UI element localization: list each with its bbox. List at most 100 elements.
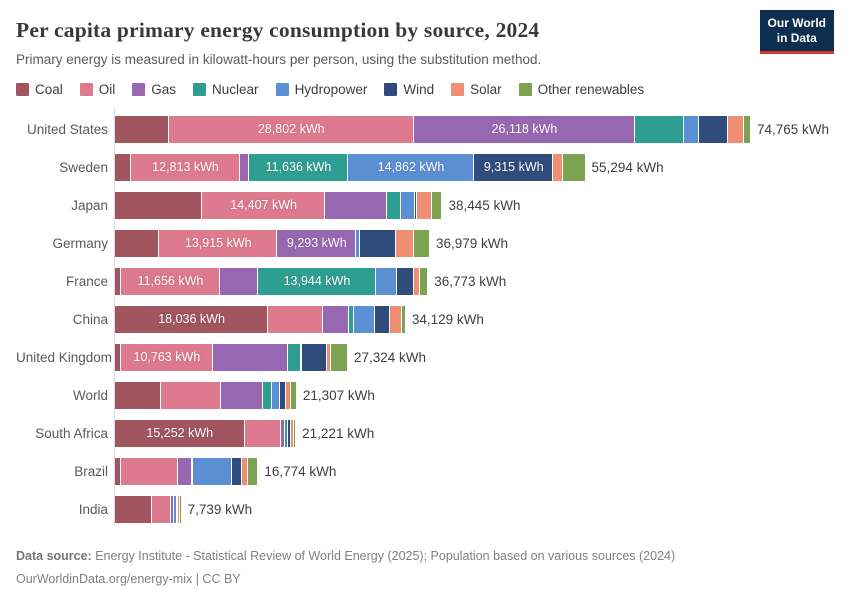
bar-segment-nuclear[interactable] <box>288 343 301 371</box>
bar-segment-other-renewables[interactable] <box>248 457 258 485</box>
bar-segment-other-renewables[interactable] <box>419 267 428 295</box>
bar-segment-coal[interactable] <box>115 153 132 181</box>
bar-segment-wind[interactable] <box>176 495 179 523</box>
bar-segment-other-renewables[interactable] <box>431 191 442 219</box>
bar-segment-nuclear[interactable] <box>173 495 175 523</box>
bar-segment-gas[interactable] <box>170 495 174 523</box>
bar-segment-gas[interactable] <box>239 153 250 181</box>
legend-item-solar[interactable]: Solar <box>451 82 502 97</box>
bar-segment-gas[interactable] <box>324 191 387 219</box>
legend-item-gas[interactable]: Gas <box>132 82 176 97</box>
bar-segment-coal[interactable] <box>115 381 162 409</box>
bar-segment-hydropower[interactable] <box>287 419 289 447</box>
bar-segment-oil[interactable] <box>161 381 221 409</box>
bar-segment-solar[interactable] <box>728 115 745 143</box>
bar-segment-other-renewables[interactable] <box>331 343 347 371</box>
bar-segment-other-renewables[interactable] <box>291 381 296 409</box>
bar-segment-oil[interactable] <box>268 305 323 333</box>
bar-segment-wind[interactable] <box>302 343 328 371</box>
owid-logo[interactable]: Our World in Data <box>759 10 834 54</box>
bar-segment-solar[interactable] <box>327 343 332 371</box>
bar-segment-coal[interactable] <box>115 343 122 371</box>
bar-segment-oil[interactable] <box>151 495 171 523</box>
bar-segment-solar[interactable] <box>395 229 414 257</box>
bar-segment-wind[interactable] <box>359 229 396 257</box>
bar-segment-gas[interactable] <box>212 343 289 371</box>
bar-segment-wind[interactable] <box>397 267 414 295</box>
bar-segment-coal[interactable] <box>115 229 160 257</box>
bar-segment-solar[interactable] <box>416 191 432 219</box>
bar-segment-wind[interactable] <box>232 457 242 485</box>
bar-segment-solar[interactable] <box>285 381 292 409</box>
legend-item-nuclear[interactable]: Nuclear <box>193 82 259 97</box>
bar-segment-oil[interactable] <box>244 419 281 447</box>
bar-segment-wind[interactable]: 9,315 kWh <box>474 153 554 181</box>
bar-segment-solar[interactable] <box>291 419 295 447</box>
bar-segment-nuclear[interactable] <box>386 191 401 219</box>
legend-item-wind[interactable]: Wind <box>384 82 434 97</box>
bar-segment-other-renewables[interactable] <box>562 153 585 181</box>
bar-segment-wind[interactable] <box>414 191 417 219</box>
bar-segment-hydropower[interactable] <box>356 229 360 257</box>
country-label[interactable]: United States <box>26 121 108 137</box>
country-label[interactable]: Germany <box>52 235 108 251</box>
bar-segment-hydropower[interactable] <box>192 457 233 485</box>
bar-segment-wind[interactable] <box>288 419 292 447</box>
bar-segment-solar[interactable] <box>553 153 563 181</box>
bar-segment-nuclear[interactable] <box>284 419 288 447</box>
bar-segment-hydropower[interactable] <box>400 191 415 219</box>
bar-segment-oil[interactable]: 14,407 kWh <box>202 191 325 219</box>
bar-segment-coal[interactable] <box>115 457 122 485</box>
country-label[interactable]: India <box>78 501 108 517</box>
bar-segment-hydropower[interactable] <box>353 305 375 333</box>
country-label[interactable]: Brazil <box>74 463 108 479</box>
bar-segment-gas[interactable]: 9,293 kWh <box>277 229 357 257</box>
bar-segment-coal[interactable] <box>115 191 203 219</box>
bar-segment-solar[interactable] <box>413 267 420 295</box>
bar-segment-gas[interactable] <box>281 419 285 447</box>
legend-item-coal[interactable]: Coal <box>16 82 63 97</box>
bar-segment-oil[interactable] <box>121 457 179 485</box>
country-label[interactable]: South Africa <box>35 425 108 441</box>
bar-segment-solar[interactable] <box>178 495 181 523</box>
bar-segment-other-renewables[interactable] <box>401 305 405 333</box>
bar-segment-coal[interactable]: 15,252 kWh <box>115 419 245 447</box>
bar-segment-hydropower[interactable] <box>684 115 699 143</box>
country-label[interactable]: France <box>65 273 108 289</box>
bar-segment-oil[interactable]: 28,802 kWh <box>168 115 414 143</box>
country-label[interactable]: Sweden <box>59 159 108 175</box>
bar-segment-nuclear[interactable]: 11,636 kWh <box>249 153 348 181</box>
bar-segment-wind[interactable] <box>279 381 286 409</box>
bar-segment-gas[interactable]: 26,118 kWh <box>413 115 636 143</box>
bar-segment-gas[interactable] <box>178 457 192 485</box>
country-label[interactable]: United Kingdom <box>16 349 113 365</box>
bar-segment-hydropower[interactable] <box>174 495 177 523</box>
legend-item-other-renewables[interactable]: Other renewables <box>518 82 644 97</box>
bar-segment-wind[interactable] <box>698 115 729 143</box>
bar-segment-nuclear[interactable]: 13,944 kWh <box>257 267 377 295</box>
legend-item-oil[interactable]: Oil <box>79 82 115 97</box>
bar-segment-other-renewables[interactable] <box>413 229 430 257</box>
bar-segment-hydropower[interactable] <box>271 381 280 409</box>
bar-segment-gas[interactable] <box>322 305 349 333</box>
bar-segment-other-renewables[interactable] <box>744 115 750 143</box>
legend-item-hydropower[interactable]: Hydropower <box>275 82 367 97</box>
bar-segment-coal[interactable] <box>115 495 152 523</box>
bar-segment-hydropower[interactable]: 14,862 kWh <box>347 153 475 181</box>
bar-segment-nuclear[interactable] <box>263 381 272 409</box>
bar-segment-oil[interactable]: 11,656 kWh <box>120 267 220 295</box>
bar-segment-wind[interactable] <box>374 305 390 333</box>
country-label[interactable]: Japan <box>71 197 108 213</box>
bar-segment-coal[interactable] <box>115 267 121 295</box>
bar-segment-hydropower[interactable] <box>376 267 398 295</box>
country-label[interactable]: World <box>72 387 108 403</box>
bar-segment-nuclear[interactable] <box>191 457 193 485</box>
bar-segment-coal[interactable]: 18,036 kWh <box>115 305 269 333</box>
bar-segment-hydropower[interactable] <box>300 343 303 371</box>
bar-segment-solar[interactable] <box>389 305 402 333</box>
bar-segment-solar[interactable] <box>241 457 249 485</box>
bar-segment-gas[interactable] <box>220 381 264 409</box>
country-label[interactable]: China <box>72 311 108 327</box>
bar-segment-gas[interactable] <box>219 267 258 295</box>
bar-segment-oil[interactable]: 13,915 kWh <box>159 229 278 257</box>
